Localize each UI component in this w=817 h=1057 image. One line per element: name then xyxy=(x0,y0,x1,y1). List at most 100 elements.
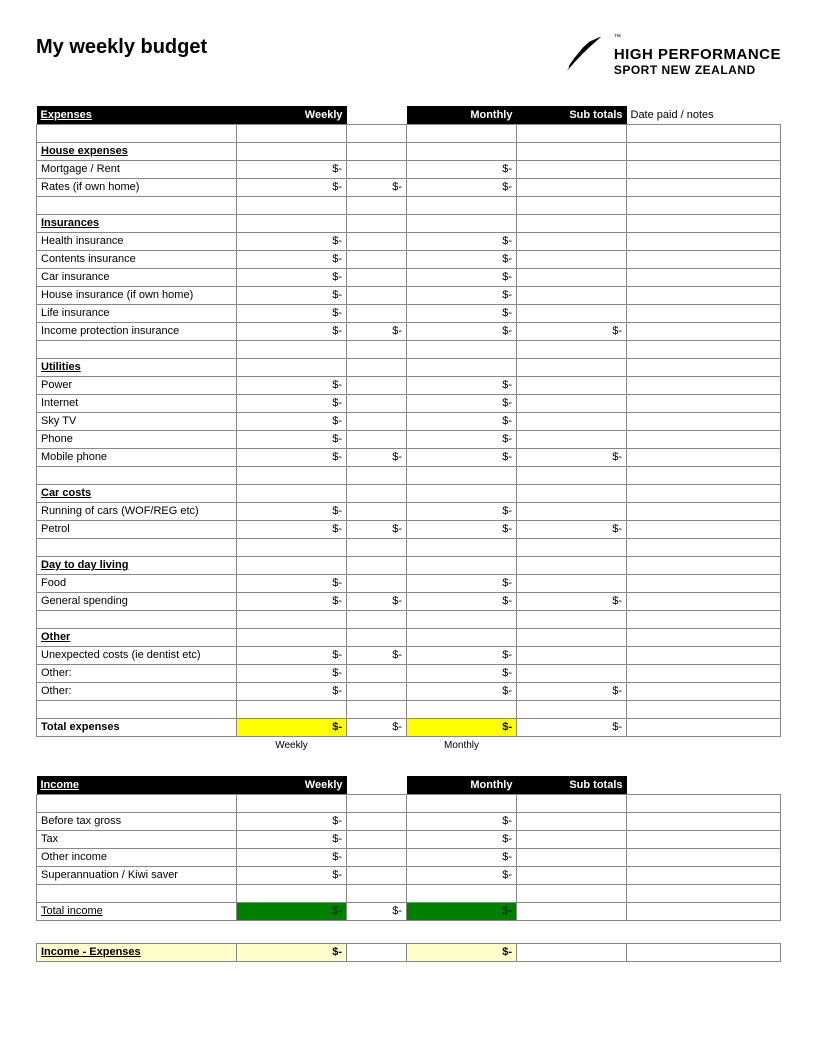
expenses-header: ExpensesWeeklyMonthlySub totalsDate paid… xyxy=(37,106,781,124)
cell-gap xyxy=(347,412,407,430)
row-label: Rates (if own home) xyxy=(37,178,237,196)
total-expenses-weekly: $- xyxy=(237,718,347,736)
cell-notes xyxy=(627,322,781,340)
cell-monthly: $- xyxy=(407,866,517,884)
expense-row: Mortgage / Rent$-$- xyxy=(37,160,781,178)
income-header: IncomeWeeklyMonthlySub totals xyxy=(37,776,781,794)
row-label: Health insurance xyxy=(37,232,237,250)
row-label: Other: xyxy=(37,664,237,682)
expense-row: Power$-$- xyxy=(37,376,781,394)
expense-row: Life insurance$-$- xyxy=(37,304,781,322)
row-label: Life insurance xyxy=(37,304,237,322)
cell-weekly: $- xyxy=(237,812,347,830)
expense-row: Contents insurance$-$- xyxy=(37,250,781,268)
row-label: Unexpected costs (ie dentist etc) xyxy=(37,646,237,664)
cell-monthly: $- xyxy=(407,430,517,448)
cell-subtotal xyxy=(517,376,627,394)
row-label: Sky TV xyxy=(37,412,237,430)
cell-subtotal xyxy=(517,664,627,682)
row-label: Car insurance xyxy=(37,268,237,286)
expense-row: Rates (if own home)$-$-$- xyxy=(37,178,781,196)
cell-monthly: $- xyxy=(407,520,517,538)
cell-gap xyxy=(347,394,407,412)
cell-monthly: $- xyxy=(407,304,517,322)
cell-weekly: $- xyxy=(237,178,347,196)
expense-row: Income protection insurance$-$-$-$- xyxy=(37,322,781,340)
cell-weekly: $- xyxy=(237,830,347,848)
cell-weekly: $- xyxy=(237,160,347,178)
total-expenses-monthly: $- xyxy=(407,718,517,736)
expense-row: Car insurance$-$- xyxy=(37,268,781,286)
cell-notes xyxy=(627,646,781,664)
section-day-to-day-living: Day to day living xyxy=(37,556,781,574)
logo-line1: HIGH PERFORMANCE xyxy=(614,46,781,63)
row-label: Mortgage / Rent xyxy=(37,160,237,178)
cell-notes xyxy=(627,592,781,610)
cell-weekly: $- xyxy=(237,848,347,866)
expense-row: General spending$-$-$-$- xyxy=(37,592,781,610)
total-expenses-label: Total expenses xyxy=(37,718,237,736)
cell-monthly: $- xyxy=(407,268,517,286)
row-label: Power xyxy=(37,376,237,394)
cell-weekly: $- xyxy=(237,376,347,394)
cell-notes xyxy=(627,430,781,448)
income-table: IncomeWeeklyMonthlySub totalsBefore tax … xyxy=(36,776,781,921)
cell-subtotal xyxy=(517,502,627,520)
expense-row: Other:$-$-$- xyxy=(37,682,781,700)
expense-row: Petrol$-$-$-$- xyxy=(37,520,781,538)
row-label: Income protection insurance xyxy=(37,322,237,340)
cell-monthly: $- xyxy=(407,574,517,592)
expense-row: Health insurance$-$- xyxy=(37,232,781,250)
cell-monthly: $- xyxy=(407,812,517,830)
cell-subtotal xyxy=(517,178,627,196)
cell-weekly: $- xyxy=(237,286,347,304)
cell-gap: $- xyxy=(347,178,407,196)
cell-monthly: $- xyxy=(407,250,517,268)
row-label: Tax xyxy=(37,830,237,848)
axis-labels: WeeklyMonthly xyxy=(37,736,781,754)
cell-gap: $- xyxy=(347,322,407,340)
section-utilities: Utilities xyxy=(37,358,781,376)
cell-subtotal xyxy=(517,574,627,592)
row-label: Superannuation / Kiwi saver xyxy=(37,866,237,884)
cell-gap: $- xyxy=(347,520,407,538)
cell-monthly: $- xyxy=(407,412,517,430)
cell-weekly: $- xyxy=(237,448,347,466)
cell-monthly: $- xyxy=(407,848,517,866)
cell-gap xyxy=(347,250,407,268)
cell-notes xyxy=(627,682,781,700)
cell-gap xyxy=(347,232,407,250)
cell-notes xyxy=(627,304,781,322)
cell-subtotal xyxy=(517,268,627,286)
row-label: Other: xyxy=(37,682,237,700)
axis-weekly: Weekly xyxy=(237,736,347,754)
cell-weekly: $- xyxy=(237,268,347,286)
cell-subtotal xyxy=(517,160,627,178)
expense-row: Internet$-$- xyxy=(37,394,781,412)
section-car-costs: Car costs xyxy=(37,484,781,502)
cell-gap xyxy=(347,664,407,682)
cell-weekly: $- xyxy=(237,574,347,592)
row-label: Other income xyxy=(37,848,237,866)
cell-notes xyxy=(627,268,781,286)
cell-weekly: $- xyxy=(237,250,347,268)
income-row: Superannuation / Kiwi saver$-$- xyxy=(37,866,781,884)
cell-subtotal: $- xyxy=(517,322,627,340)
row-label: Petrol xyxy=(37,520,237,538)
cell-subtotal: $- xyxy=(517,592,627,610)
cell-notes xyxy=(627,286,781,304)
cell-weekly: $- xyxy=(237,646,347,664)
total-income-row: Total income$-$-$- xyxy=(37,902,781,920)
cell-gap xyxy=(347,574,407,592)
income-row: Before tax gross$-$- xyxy=(37,812,781,830)
cell-weekly: $- xyxy=(237,394,347,412)
expense-row: Food$-$- xyxy=(37,574,781,592)
logo-line2: SPORT NEW ZEALAND xyxy=(614,63,781,77)
cell-notes xyxy=(627,178,781,196)
row-label: Running of cars (WOF/REG etc) xyxy=(37,502,237,520)
row-label: Contents insurance xyxy=(37,250,237,268)
cell-weekly: $- xyxy=(237,502,347,520)
cell-subtotal xyxy=(517,412,627,430)
cell-gap xyxy=(347,502,407,520)
row-label: Mobile phone xyxy=(37,448,237,466)
